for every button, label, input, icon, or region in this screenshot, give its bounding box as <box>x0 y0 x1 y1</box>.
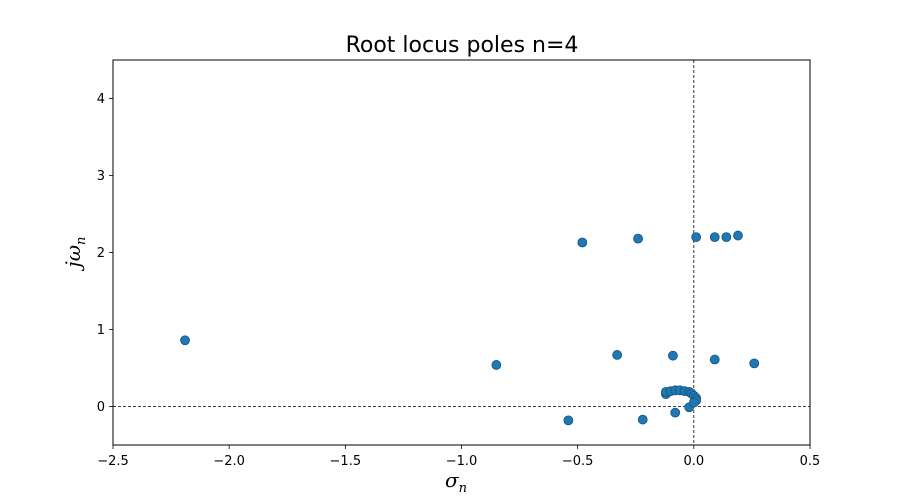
pole-point <box>491 360 502 370</box>
pole-point <box>668 350 678 361</box>
pole-point <box>688 397 699 408</box>
pole-point <box>709 354 720 365</box>
y-tick-label: 0 <box>97 400 105 415</box>
pole-point <box>180 335 190 346</box>
x-axis-label-sub: n <box>459 481 467 496</box>
pole-point <box>563 415 574 426</box>
pole-point <box>709 232 720 243</box>
y-axis-label-main: jω <box>61 245 85 272</box>
pole-point <box>749 358 760 369</box>
x-tick-label: −1.5 <box>330 454 362 469</box>
pole-point <box>612 350 623 360</box>
data-points <box>180 230 760 426</box>
y-tick-label: 1 <box>97 323 105 338</box>
x-axis-label: σn <box>445 468 467 496</box>
pole-point <box>733 230 743 241</box>
x-tick-label: 0.5 <box>800 454 821 469</box>
y-axis-ticks: 0 1 2 3 4 <box>97 92 113 415</box>
x-axis-ticks: −2.5 −2.0 −1.5 −1.0 −0.5 0.0 0.5 <box>97 445 820 469</box>
x-tick-label: 0.0 <box>683 454 704 469</box>
x-tick-label: −2.5 <box>97 454 129 469</box>
x-axis-label-main: σ <box>445 468 460 492</box>
plot-frame <box>112 59 811 446</box>
chart-title: Root locus poles n=4 <box>346 33 579 58</box>
pole-point <box>670 407 681 418</box>
y-tick-label: 4 <box>97 92 105 107</box>
pole-point <box>691 232 702 243</box>
pole-point <box>637 414 648 425</box>
x-tick-label: −2.0 <box>213 454 245 469</box>
x-tick-label: −1.0 <box>446 454 478 469</box>
pole-point <box>721 232 732 243</box>
y-axis-label: jωn <box>61 237 89 272</box>
pole-point <box>633 233 643 244</box>
y-axis-label-sub: n <box>74 237 89 245</box>
y-tick-label: 2 <box>97 246 105 261</box>
y-tick-label: 3 <box>97 169 105 184</box>
reference-lines <box>113 60 810 445</box>
x-tick-label: −0.5 <box>562 454 594 469</box>
pole-point <box>577 237 588 248</box>
